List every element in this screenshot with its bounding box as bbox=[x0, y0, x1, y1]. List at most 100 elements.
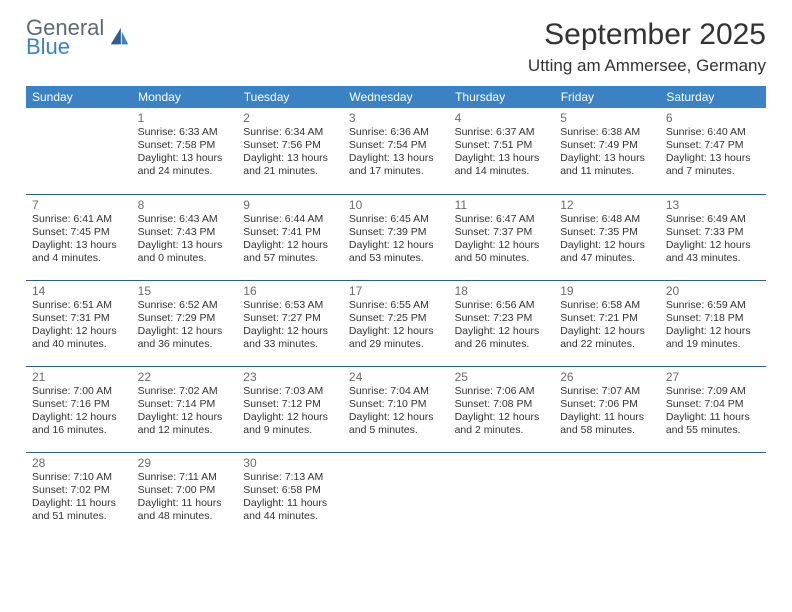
calendar-cell: .. bbox=[26, 108, 132, 194]
sunrise-line: Sunrise: 7:10 AM bbox=[32, 471, 126, 484]
header-row: General Blue September 2025 Utting am Am… bbox=[26, 18, 766, 76]
sunset-line: Sunset: 7:39 PM bbox=[349, 226, 443, 239]
calendar-cell: 1Sunrise: 6:33 AMSunset: 7:58 PMDaylight… bbox=[132, 108, 238, 194]
calendar-header: Sunday Monday Tuesday Wednesday Thursday… bbox=[26, 86, 766, 108]
calendar-cell: 19Sunrise: 6:58 AMSunset: 7:21 PMDayligh… bbox=[554, 280, 660, 366]
day-number: 24 bbox=[349, 370, 443, 384]
calendar-cell: 10Sunrise: 6:45 AMSunset: 7:39 PMDayligh… bbox=[343, 194, 449, 280]
daylight-line-1: Daylight: 11 hours bbox=[138, 497, 232, 510]
daylight-line-2: and 11 minutes. bbox=[560, 165, 654, 178]
sunrise-line: Sunrise: 6:56 AM bbox=[455, 299, 549, 312]
brand-bottom: Blue bbox=[26, 37, 104, 58]
daylight-line-2: and 57 minutes. bbox=[243, 252, 337, 265]
day-number: 3 bbox=[349, 111, 443, 125]
daylight-line-2: and 0 minutes. bbox=[138, 252, 232, 265]
col-tuesday: Tuesday bbox=[237, 86, 343, 108]
daylight-line-2: and 9 minutes. bbox=[243, 424, 337, 437]
sunset-line: Sunset: 7:00 PM bbox=[138, 484, 232, 497]
calendar-cell: .. bbox=[660, 452, 766, 538]
sunrise-line: Sunrise: 6:53 AM bbox=[243, 299, 337, 312]
daylight-line-1: Daylight: 12 hours bbox=[32, 325, 126, 338]
day-number: 17 bbox=[349, 284, 443, 298]
sunrise-line: Sunrise: 6:36 AM bbox=[349, 126, 443, 139]
day-number: 13 bbox=[666, 198, 760, 212]
day-number: 25 bbox=[455, 370, 549, 384]
daylight-line-1: Daylight: 12 hours bbox=[138, 325, 232, 338]
sunrise-line: Sunrise: 6:37 AM bbox=[455, 126, 549, 139]
sunrise-line: Sunrise: 7:04 AM bbox=[349, 385, 443, 398]
day-number: 21 bbox=[32, 370, 126, 384]
day-number: 22 bbox=[138, 370, 232, 384]
sunset-line: Sunset: 7:25 PM bbox=[349, 312, 443, 325]
day-number: 27 bbox=[666, 370, 760, 384]
day-number: 11 bbox=[455, 198, 549, 212]
daylight-line-1: Daylight: 12 hours bbox=[32, 411, 126, 424]
col-saturday: Saturday bbox=[660, 86, 766, 108]
calendar-cell: 20Sunrise: 6:59 AMSunset: 7:18 PMDayligh… bbox=[660, 280, 766, 366]
daylight-line-2: and 21 minutes. bbox=[243, 165, 337, 178]
day-number: 19 bbox=[560, 284, 654, 298]
col-friday: Friday bbox=[554, 86, 660, 108]
calendar-cell: 13Sunrise: 6:49 AMSunset: 7:33 PMDayligh… bbox=[660, 194, 766, 280]
month-title: September 2025 bbox=[528, 18, 766, 52]
day-number: 7 bbox=[32, 198, 126, 212]
calendar-cell: 26Sunrise: 7:07 AMSunset: 7:06 PMDayligh… bbox=[554, 366, 660, 452]
brand-text: General Blue bbox=[26, 18, 104, 58]
calendar-cell: .. bbox=[343, 452, 449, 538]
sunset-line: Sunset: 7:21 PM bbox=[560, 312, 654, 325]
sunset-line: Sunset: 7:27 PM bbox=[243, 312, 337, 325]
sunset-line: Sunset: 6:58 PM bbox=[243, 484, 337, 497]
daylight-line-2: and 4 minutes. bbox=[32, 252, 126, 265]
calendar-cell: 14Sunrise: 6:51 AMSunset: 7:31 PMDayligh… bbox=[26, 280, 132, 366]
calendar-row: 14Sunrise: 6:51 AMSunset: 7:31 PMDayligh… bbox=[26, 280, 766, 366]
daylight-line-1: Daylight: 12 hours bbox=[455, 325, 549, 338]
daylight-line-1: Daylight: 13 hours bbox=[560, 152, 654, 165]
calendar-body: ..1Sunrise: 6:33 AMSunset: 7:58 PMDaylig… bbox=[26, 108, 766, 538]
calendar-cell: 17Sunrise: 6:55 AMSunset: 7:25 PMDayligh… bbox=[343, 280, 449, 366]
calendar-row: 7Sunrise: 6:41 AMSunset: 7:45 PMDaylight… bbox=[26, 194, 766, 280]
sunset-line: Sunset: 7:12 PM bbox=[243, 398, 337, 411]
location-label: Utting am Ammersee, Germany bbox=[528, 56, 766, 76]
sunset-line: Sunset: 7:02 PM bbox=[32, 484, 126, 497]
daylight-line-1: Daylight: 13 hours bbox=[32, 239, 126, 252]
sunrise-line: Sunrise: 6:52 AM bbox=[138, 299, 232, 312]
daylight-line-1: Daylight: 12 hours bbox=[349, 411, 443, 424]
daylight-line-2: and 47 minutes. bbox=[560, 252, 654, 265]
day-number: 29 bbox=[138, 456, 232, 470]
daylight-line-2: and 55 minutes. bbox=[666, 424, 760, 437]
day-number: 9 bbox=[243, 198, 337, 212]
day-number: 6 bbox=[666, 111, 760, 125]
col-wednesday: Wednesday bbox=[343, 86, 449, 108]
sunrise-line: Sunrise: 6:45 AM bbox=[349, 213, 443, 226]
sunset-line: Sunset: 7:33 PM bbox=[666, 226, 760, 239]
sunrise-line: Sunrise: 6:59 AM bbox=[666, 299, 760, 312]
calendar-cell: 8Sunrise: 6:43 AMSunset: 7:43 PMDaylight… bbox=[132, 194, 238, 280]
sunset-line: Sunset: 7:51 PM bbox=[455, 139, 549, 152]
sunset-line: Sunset: 7:18 PM bbox=[666, 312, 760, 325]
sunset-line: Sunset: 7:45 PM bbox=[32, 226, 126, 239]
day-number: 1 bbox=[138, 111, 232, 125]
sunrise-line: Sunrise: 6:58 AM bbox=[560, 299, 654, 312]
calendar-cell: .. bbox=[449, 452, 555, 538]
brand-logo: General Blue bbox=[26, 18, 130, 58]
day-number: 28 bbox=[32, 456, 126, 470]
sunrise-line: Sunrise: 7:07 AM bbox=[560, 385, 654, 398]
calendar-table: Sunday Monday Tuesday Wednesday Thursday… bbox=[26, 86, 766, 538]
day-number: 8 bbox=[138, 198, 232, 212]
daylight-line-2: and 58 minutes. bbox=[560, 424, 654, 437]
daylight-line-1: Daylight: 12 hours bbox=[455, 239, 549, 252]
sunset-line: Sunset: 7:31 PM bbox=[32, 312, 126, 325]
daylight-line-2: and 43 minutes. bbox=[666, 252, 760, 265]
daylight-line-1: Daylight: 13 hours bbox=[243, 152, 337, 165]
daylight-line-2: and 22 minutes. bbox=[560, 338, 654, 351]
daylight-line-2: and 2 minutes. bbox=[455, 424, 549, 437]
daylight-line-2: and 14 minutes. bbox=[455, 165, 549, 178]
daylight-line-1: Daylight: 12 hours bbox=[666, 239, 760, 252]
daylight-line-1: Daylight: 12 hours bbox=[243, 325, 337, 338]
sunset-line: Sunset: 7:41 PM bbox=[243, 226, 337, 239]
sunrise-line: Sunrise: 6:40 AM bbox=[666, 126, 760, 139]
daylight-line-2: and 5 minutes. bbox=[349, 424, 443, 437]
daylight-line-1: Daylight: 12 hours bbox=[243, 239, 337, 252]
sunset-line: Sunset: 7:35 PM bbox=[560, 226, 654, 239]
daylight-line-2: and 12 minutes. bbox=[138, 424, 232, 437]
